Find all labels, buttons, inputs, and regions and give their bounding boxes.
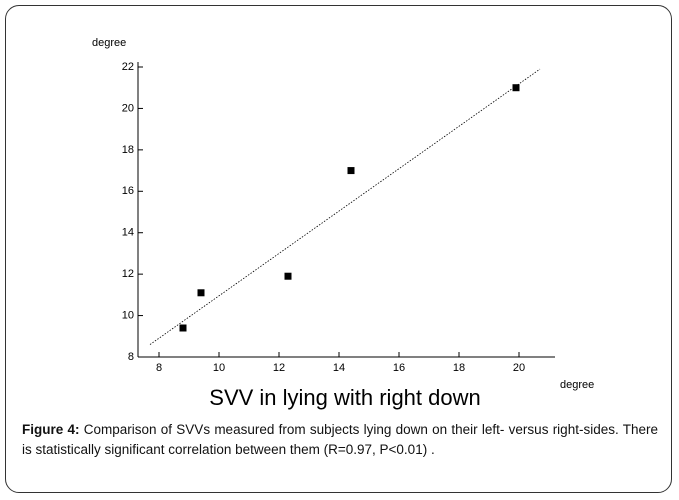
point <box>347 167 355 175</box>
x-axis-label: degree <box>560 379 594 391</box>
y-tick-label: 20 <box>122 102 134 114</box>
caption-text: Comparison of SVVs measured from subject… <box>22 422 658 457</box>
x-tick-label: 14 <box>333 362 345 374</box>
point <box>284 272 292 280</box>
y-tick-label: 10 <box>122 309 134 321</box>
x-tick-label: 12 <box>273 362 285 374</box>
y-tick-label: 18 <box>122 144 134 156</box>
caption-label: Figure 4: <box>22 422 80 437</box>
y-tick-label: 12 <box>122 268 134 280</box>
x-tick-label: 20 <box>513 362 525 374</box>
y-tick-label: 22 <box>122 61 134 73</box>
x-tick-label: 18 <box>453 362 465 374</box>
point <box>197 289 205 297</box>
y-tick-label: 8 <box>128 351 134 363</box>
chart-title: SVV in lying with right down <box>209 385 480 410</box>
y-axis-label: degree <box>92 37 126 49</box>
figure-frame <box>5 5 672 493</box>
x-tick-label: 8 <box>156 362 162 374</box>
x-tick-label: 16 <box>393 362 405 374</box>
x-tick-label: 10 <box>213 362 225 374</box>
trend-line <box>149 68 541 345</box>
caption: Figure 4: Comparison of SVVs measured fr… <box>22 420 658 460</box>
y-tick-label: 16 <box>122 185 134 197</box>
point <box>179 324 187 332</box>
point <box>512 84 520 92</box>
y-tick-label: 14 <box>122 227 134 239</box>
